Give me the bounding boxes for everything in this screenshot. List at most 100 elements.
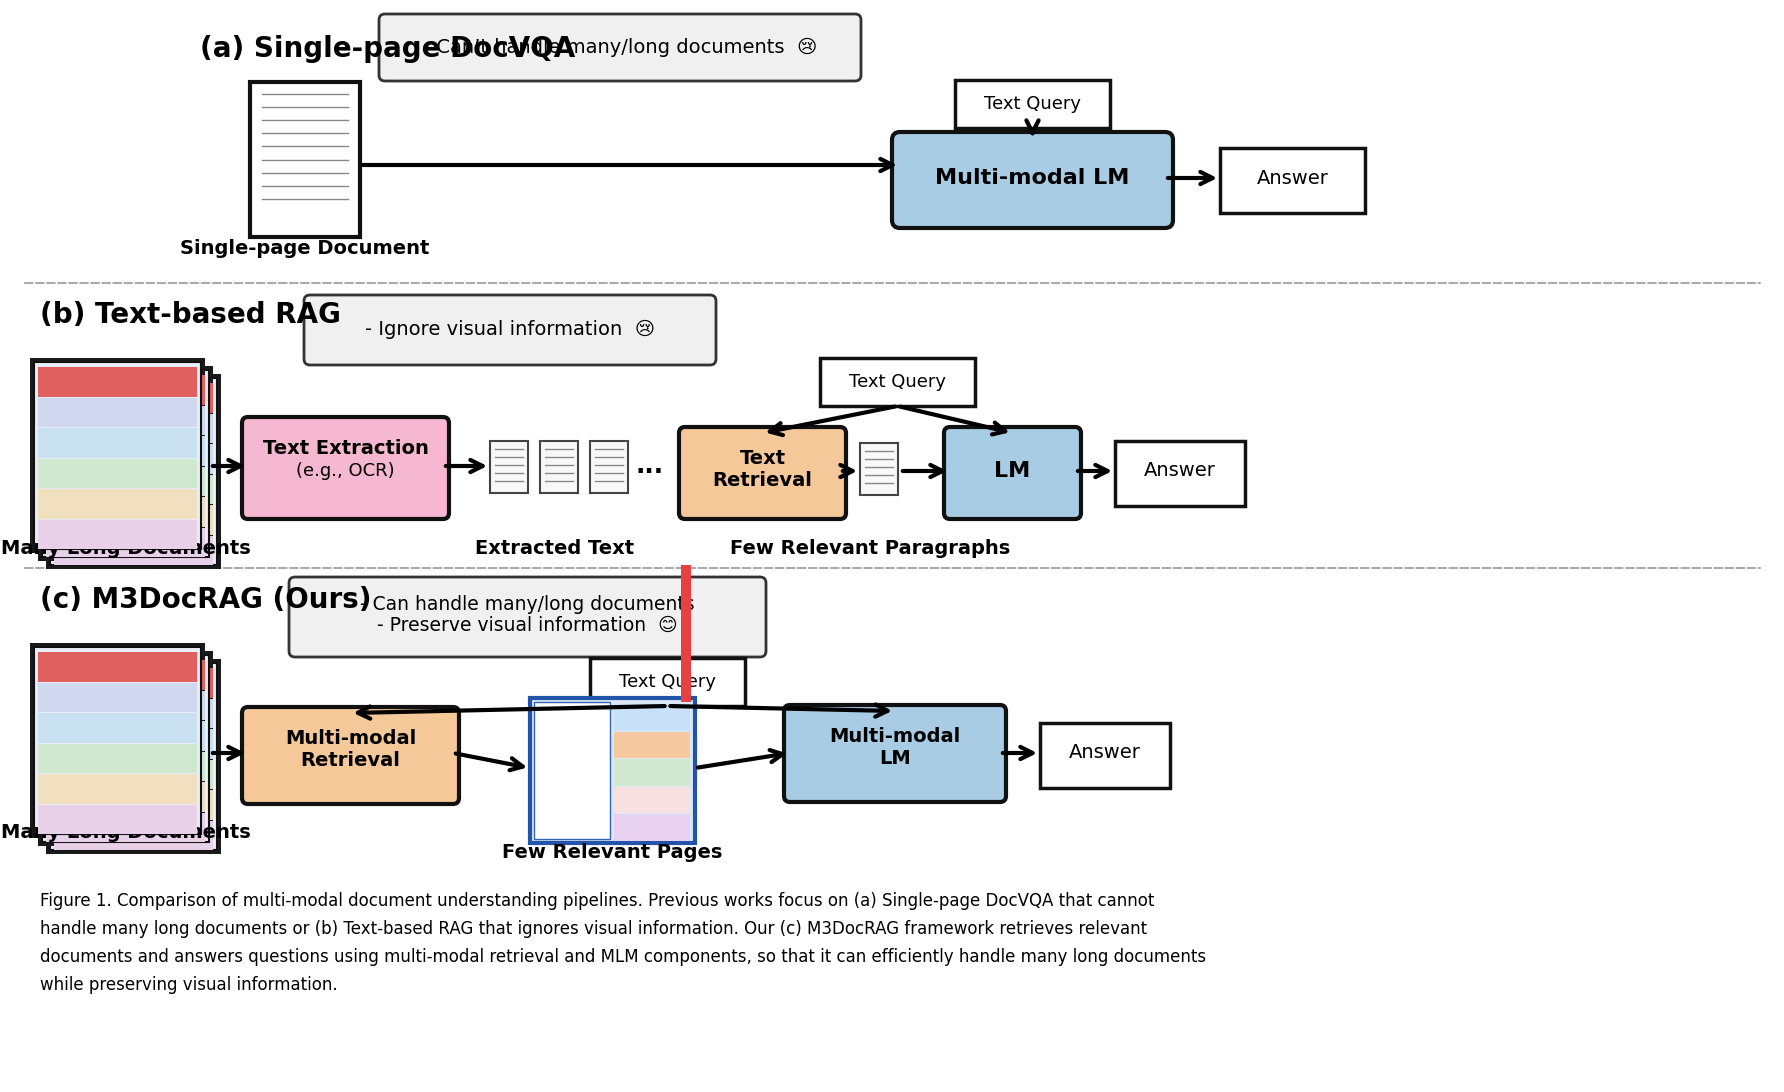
Text: Few Relevant Pages: Few Relevant Pages: [503, 843, 723, 863]
Bar: [614, 815, 690, 841]
Bar: [591, 658, 746, 707]
Text: (c) M3DocRAG (Ours): (c) M3DocRAG (Ours): [39, 586, 371, 614]
Bar: [37, 713, 196, 743]
Bar: [46, 751, 205, 781]
FancyBboxPatch shape: [680, 427, 846, 519]
Bar: [954, 80, 1110, 128]
Text: Answer: Answer: [1256, 168, 1329, 188]
Bar: [54, 475, 212, 505]
Text: Single-page Document: Single-page Document: [180, 238, 430, 258]
Bar: [37, 367, 196, 396]
Bar: [37, 428, 196, 458]
Text: - Can’t handle many/long documents  😢: - Can’t handle many/long documents 😢: [423, 37, 817, 57]
Bar: [533, 702, 610, 839]
Bar: [46, 527, 205, 557]
Bar: [37, 744, 196, 773]
Text: Few Relevant Paragraphs: Few Relevant Paragraphs: [730, 538, 1010, 558]
Bar: [30, 643, 205, 838]
Bar: [614, 759, 690, 786]
Text: Text Extraction: Text Extraction: [262, 439, 428, 458]
Bar: [54, 668, 212, 698]
Bar: [37, 682, 196, 712]
Bar: [37, 805, 196, 834]
Text: (b) Text-based RAG: (b) Text-based RAG: [39, 301, 341, 329]
Text: Retrieval: Retrieval: [300, 750, 400, 770]
Text: Figure 1. Comparison of multi-modal document understanding pipelines. Previous w: Figure 1. Comparison of multi-modal docu…: [39, 892, 1154, 910]
Bar: [46, 375, 205, 404]
Bar: [50, 378, 218, 565]
FancyBboxPatch shape: [378, 14, 862, 81]
Bar: [46, 466, 205, 496]
Text: while preserving visual information.: while preserving visual information.: [39, 976, 337, 994]
Bar: [54, 414, 212, 443]
Bar: [591, 441, 628, 492]
Bar: [54, 729, 212, 759]
Bar: [54, 760, 212, 790]
Bar: [54, 505, 212, 534]
Bar: [37, 489, 196, 519]
Text: handle many long documents or (b) Text-based RAG that ignores visual information: handle many long documents or (b) Text-b…: [39, 919, 1147, 938]
Bar: [46, 405, 205, 435]
Text: Extracted Text: Extracted Text: [476, 538, 635, 558]
Text: documents and answers questions using multi-modal retrieval and MLM components, : documents and answers questions using mu…: [39, 948, 1206, 966]
Bar: [37, 652, 196, 681]
Text: Many Long Documents: Many Long Documents: [0, 538, 250, 558]
Bar: [614, 732, 690, 758]
Bar: [34, 646, 202, 834]
Text: Retrieval: Retrieval: [712, 472, 812, 490]
Bar: [50, 663, 218, 850]
Bar: [614, 704, 690, 731]
Text: Multi-modal LM: Multi-modal LM: [935, 168, 1129, 188]
Text: - Ignore visual information  😢: - Ignore visual information 😢: [366, 320, 655, 339]
Bar: [43, 370, 209, 557]
Bar: [1115, 441, 1245, 506]
Bar: [860, 443, 897, 495]
Bar: [681, 565, 690, 702]
Bar: [46, 436, 205, 465]
Text: Multi-modal: Multi-modal: [830, 726, 960, 746]
Text: LM: LM: [880, 748, 912, 768]
Bar: [37, 397, 196, 427]
Text: Text: Text: [739, 450, 785, 468]
Bar: [821, 358, 976, 406]
FancyBboxPatch shape: [303, 295, 715, 365]
Bar: [46, 658, 221, 854]
FancyBboxPatch shape: [243, 417, 450, 519]
Bar: [46, 690, 205, 720]
Text: Many Long Documents: Many Long Documents: [0, 823, 250, 843]
FancyBboxPatch shape: [944, 427, 1081, 519]
Bar: [43, 655, 209, 842]
Bar: [541, 441, 578, 492]
Bar: [37, 651, 212, 846]
Bar: [54, 383, 212, 413]
Text: Text Query: Text Query: [849, 373, 946, 391]
FancyBboxPatch shape: [243, 707, 458, 804]
Text: Text Query: Text Query: [619, 673, 715, 691]
Bar: [491, 441, 528, 492]
Bar: [614, 787, 690, 814]
Text: (a) Single-page DocVQA: (a) Single-page DocVQA: [200, 35, 574, 63]
FancyBboxPatch shape: [892, 132, 1174, 228]
Bar: [30, 358, 205, 553]
Text: Multi-modal: Multi-modal: [285, 728, 416, 748]
Bar: [46, 782, 205, 811]
Text: Answer: Answer: [1069, 744, 1142, 762]
Text: ...: ...: [635, 454, 664, 478]
Bar: [37, 459, 196, 488]
Bar: [54, 535, 212, 565]
Bar: [37, 366, 212, 561]
Bar: [1220, 149, 1365, 213]
Bar: [37, 774, 196, 804]
Bar: [46, 812, 205, 842]
Bar: [54, 820, 212, 850]
Bar: [46, 497, 205, 526]
Bar: [46, 373, 221, 569]
Text: - Preserve visual information  😊: - Preserve visual information 😊: [376, 616, 678, 634]
Bar: [34, 363, 202, 549]
Bar: [54, 790, 212, 819]
Text: Text Query: Text Query: [985, 95, 1081, 112]
Bar: [250, 82, 360, 237]
Text: Answer: Answer: [1144, 462, 1217, 480]
Text: (e.g., OCR): (e.g., OCR): [296, 462, 394, 480]
Bar: [1040, 723, 1170, 788]
